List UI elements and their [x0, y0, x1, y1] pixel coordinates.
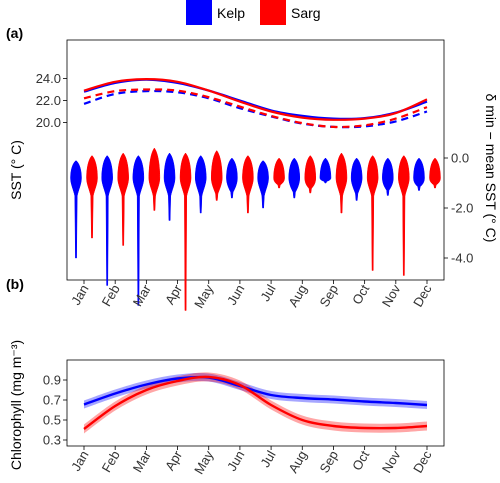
tick-label-month: Apr: [162, 447, 185, 473]
tick-label-month: Aug: [285, 282, 310, 310]
violin-sarg-jul: [273, 157, 285, 189]
panel-b-ylabel: Chlorophyll (mg m⁻³): [8, 340, 24, 470]
tick-label-left: 24.0: [36, 71, 61, 86]
tick-label-month: Feb: [99, 448, 123, 475]
legend-swatch-kelp: [186, 0, 212, 25]
tick-label-left: 20.0: [36, 115, 61, 130]
tick-label-right: -2.0: [451, 201, 473, 216]
mean-sst-line-sarg: [83, 77, 428, 121]
panel-a-label: (a): [6, 25, 23, 41]
violin-sarg-nov: [398, 155, 410, 276]
violin-sarg-oct: [366, 155, 379, 271]
tick-label-left: 0.9: [43, 373, 61, 388]
violin-kelp-apr: [163, 152, 176, 221]
panel-b-label: (b): [6, 276, 24, 292]
tick-label-right: -4.0: [451, 251, 473, 266]
violin-sarg-mar: [148, 147, 161, 211]
violin-kelp-jul: [257, 160, 269, 209]
tick-label-right: 0.0: [451, 151, 469, 166]
min-sst-line-kelp: [83, 89, 428, 129]
violin-kelp-feb: [101, 155, 113, 286]
tick-label-left: 22.0: [36, 93, 61, 108]
tick-label-month: Jan: [68, 282, 91, 308]
legend: Kelp Sarg: [186, 0, 321, 25]
violin-sarg-jan: [86, 155, 98, 239]
panel-a-marks: [70, 77, 441, 311]
violin-sarg-aug: [304, 155, 317, 194]
tick-label-month: Nov: [379, 282, 404, 310]
tick-label-month: Sep: [316, 282, 341, 310]
legend-swatch-sarg: [260, 0, 286, 25]
violin-kelp-jan: [70, 160, 82, 259]
violin-kelp-aug: [288, 157, 301, 199]
tick-label-month: Sep: [316, 448, 341, 476]
chlorophyll-line-sarg: [83, 375, 428, 430]
legend-label-kelp: Kelp: [217, 5, 245, 21]
violin-sarg-jun: [242, 155, 254, 214]
tick-label-month: May: [191, 448, 217, 477]
tick-label-month: Feb: [99, 282, 123, 309]
violin-sarg-dec: [429, 157, 441, 189]
tick-label-month: Jan: [68, 448, 91, 474]
legend-label-sarg: Sarg: [291, 5, 321, 21]
tick-label-left: 0.5: [43, 413, 61, 428]
tick-label-month: May: [191, 282, 217, 311]
panel-b-frame: [66, 359, 445, 447]
panel-b-ylabel-text: Chlorophyll (mg m⁻³): [8, 340, 24, 470]
violin-sarg-apr: [179, 152, 192, 311]
tick-label-month: Dec: [410, 282, 435, 310]
tick-label-month: Jun: [224, 448, 247, 474]
violin-sarg-sep: [335, 152, 348, 214]
chlorophyll-line-kelp: [83, 375, 428, 407]
tick-label-month: Nov: [379, 448, 404, 476]
tick-label-month: Oct: [349, 448, 372, 473]
tick-label-month: Dec: [410, 448, 435, 476]
violin-kelp-dec: [413, 157, 425, 191]
mean-sst-line-kelp: [83, 78, 428, 120]
min-sst-line-sarg: [83, 88, 428, 129]
tick-label-month: Oct: [349, 282, 372, 307]
tick-label-month: Jul: [257, 282, 278, 304]
violin-kelp-jun: [226, 157, 238, 199]
violin-sarg-feb: [117, 152, 129, 246]
tick-label-month: Apr: [162, 281, 185, 307]
tick-label-left: 0.3: [43, 433, 61, 448]
tick-label-month: Mar: [130, 447, 155, 474]
tick-label-month: Mar: [130, 281, 155, 308]
panel-a-ylabel: SST (° C): [8, 140, 24, 200]
violin-kelp-nov: [382, 157, 394, 196]
panel-a-ylabel-right: δ min − mean SST (° C): [483, 94, 499, 243]
panel-b-marks: [83, 372, 428, 434]
violin-kelp-mar: [132, 155, 145, 306]
violin-kelp-oct: [350, 157, 363, 201]
tick-label-month: Jun: [224, 282, 247, 308]
violin-kelp-may: [194, 155, 207, 214]
tick-label-month: Jul: [257, 448, 278, 470]
panel-a-frame: [66, 39, 445, 281]
tick-label-month: Aug: [285, 448, 310, 476]
tick-label-left: 0.7: [43, 393, 61, 408]
violin-sarg-may: [210, 150, 223, 201]
violin-kelp-sep: [319, 157, 332, 184]
